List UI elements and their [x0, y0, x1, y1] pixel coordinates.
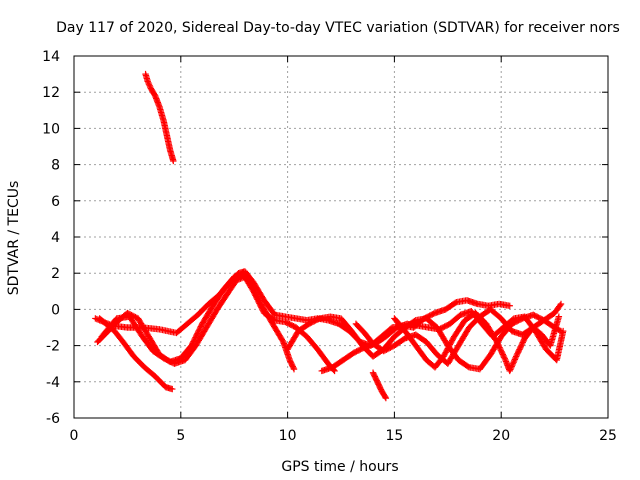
data-point-marker [512, 353, 520, 360]
x-tick-label: 0 [70, 428, 79, 444]
y-tick-label: 10 [42, 121, 60, 137]
data-point-marker [96, 317, 103, 324]
data-point-marker [169, 385, 176, 393]
data-point-marker [97, 317, 105, 325]
series-trace-b [94, 270, 298, 373]
data-point-marker [145, 79, 152, 86]
series-trace-i [318, 308, 567, 375]
y-tick-label: 2 [51, 266, 60, 282]
data-point-marker [520, 337, 527, 345]
data-point-marker [495, 341, 502, 348]
data-point-marker [513, 351, 521, 359]
data-point-marker [507, 364, 515, 372]
data-point-marker [290, 365, 298, 373]
data-point-marker [506, 302, 513, 309]
data-point-marker [556, 302, 564, 309]
data-point-marker [146, 82, 153, 89]
y-axis-label: SDTVAR / TECUs [6, 181, 22, 296]
data-point-marker [559, 327, 567, 335]
data-point-marker [499, 351, 507, 358]
data-markers [92, 70, 567, 402]
x-tick-label: 10 [279, 428, 297, 444]
series-trace-early-high [142, 70, 177, 165]
data-point-marker [557, 300, 565, 308]
data-point-marker [512, 354, 519, 362]
y-tick-label: 8 [51, 158, 60, 174]
x-tick-label: 5 [176, 428, 185, 444]
data-point-marker [170, 157, 177, 165]
data-point-marker [516, 346, 523, 353]
data-point-marker [509, 361, 516, 369]
data-point-marker [516, 344, 524, 352]
data-point-marker [494, 340, 501, 347]
data-point-marker [495, 342, 503, 350]
data-point-marker [102, 319, 109, 326]
y-tick-label: -6 [46, 411, 60, 427]
data-point-marker [233, 277, 240, 284]
data-point-marker [497, 345, 504, 353]
data-point-marker [514, 350, 521, 357]
data-point-marker [493, 338, 501, 346]
data-point-marker [511, 356, 519, 363]
data-point-marker [93, 315, 100, 323]
data-point-marker [498, 348, 505, 355]
data-point-marker [510, 359, 517, 366]
x-tick-label: 25 [599, 428, 617, 444]
data-point-marker [382, 394, 390, 402]
data-point-marker [506, 367, 513, 375]
y-tick-label: 6 [51, 194, 60, 210]
data-point-marker [518, 342, 525, 349]
data-point-marker [381, 393, 389, 401]
data-point-marker [95, 316, 102, 323]
data-point-marker [100, 318, 108, 326]
data-point-marker [498, 349, 506, 357]
y-tick-label: 14 [42, 49, 60, 65]
y-tick-label: -2 [46, 339, 60, 355]
chart-title: Day 117 of 2020, Sidereal Day-to-day VTE… [56, 20, 620, 36]
data-point-marker [315, 315, 322, 323]
data-point-marker [497, 347, 505, 354]
data-point-marker [144, 78, 151, 85]
data-point-marker [555, 313, 563, 320]
data-point-marker [519, 339, 526, 346]
data-point-marker [515, 347, 522, 355]
data-point-marker [145, 81, 153, 88]
data-point-marker [235, 276, 243, 283]
series-trace-h [391, 309, 563, 375]
data-point-marker [511, 357, 518, 365]
data-point-marker [500, 352, 507, 360]
data-point-marker [99, 318, 106, 325]
x-axis-label: GPS time / hours [281, 459, 398, 475]
data-point-marker [518, 340, 526, 348]
data-point-marker [501, 355, 509, 362]
y-tick-label: 4 [51, 230, 60, 246]
data-point-marker [234, 276, 241, 284]
data-point-marker [290, 364, 297, 372]
data-point-marker [103, 320, 110, 327]
data-point-marker [508, 363, 515, 370]
data-point-marker [514, 349, 522, 356]
series-trace-c [92, 268, 513, 349]
axis-ticks: 0 5 10 15 20 25 -6 -4 -2 0 2 4 6 8 10 12 14 [42, 49, 617, 444]
x-tick-label: 15 [385, 428, 403, 444]
y-tick-label: -4 [46, 375, 60, 391]
plot-frame [73, 55, 609, 419]
data-point-marker [92, 315, 99, 322]
y-tick-label: 0 [51, 302, 60, 318]
y-tick-label: 12 [42, 85, 60, 101]
data-point-marker [509, 360, 517, 367]
x-tick-label: 20 [492, 428, 510, 444]
data-point-marker [500, 354, 508, 361]
data-point-marker [496, 344, 503, 351]
data-point-marker [507, 366, 514, 373]
series-trace-f [369, 369, 390, 402]
data-point-marker [517, 343, 524, 350]
series-trace-d [98, 273, 338, 375]
